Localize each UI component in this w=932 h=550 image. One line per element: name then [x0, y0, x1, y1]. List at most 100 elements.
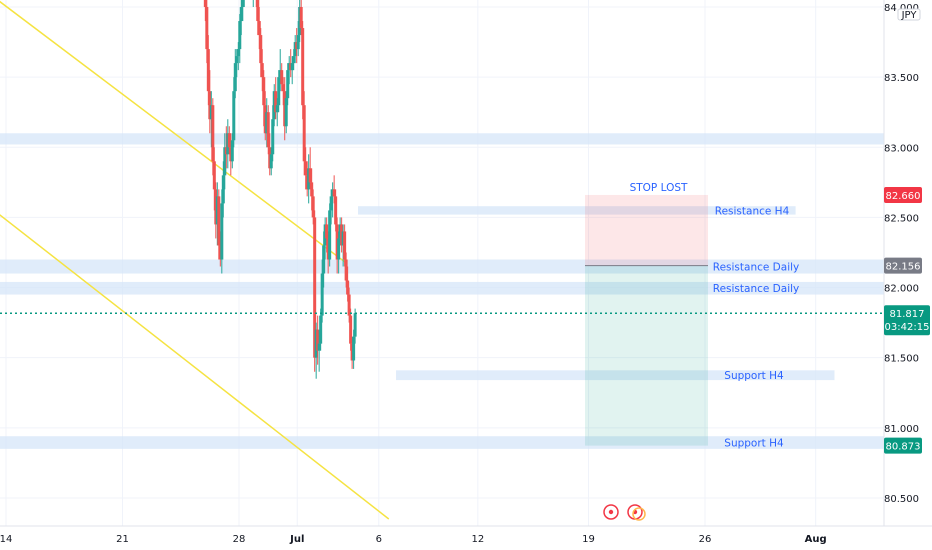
event-flag-dot-icon: [608, 509, 614, 515]
candle-body: [352, 336, 356, 361]
candle-body: [257, 21, 261, 36]
candle-body: [241, 0, 245, 8]
time-tick-label: Aug: [805, 534, 827, 545]
candle-body: [325, 224, 329, 239]
candle-body: [301, 28, 305, 106]
price-tick-label: 82.000: [884, 284, 919, 295]
candle-body: [353, 313, 357, 337]
candle-body: [292, 56, 296, 64]
trendline[interactable]: [0, 213, 390, 520]
price-tag: [884, 437, 922, 454]
time-tick-label: Jul: [289, 534, 304, 545]
candle-body: [320, 273, 324, 316]
candle-body: [238, 21, 242, 50]
short-position-tool[interactable]: STOP LOST: [585, 182, 708, 446]
price-tag: [884, 186, 922, 203]
candle-body: [280, 70, 284, 85]
trendline[interactable]: [0, 0, 348, 265]
candle-body: [260, 63, 264, 78]
candle-body: [221, 175, 225, 204]
candle-body: [205, 7, 209, 50]
price-tick-label: 83.000: [884, 143, 919, 154]
zone-label: Resistance Daily: [713, 283, 800, 295]
price-tick-label: 81.000: [884, 424, 919, 435]
candle-body: [220, 203, 224, 260]
candle-body: [227, 133, 231, 148]
price-tick-label: 83.500: [884, 73, 919, 84]
candle-body: [334, 196, 338, 225]
countdown-text: 03:42:15: [885, 322, 930, 333]
candle-body: [290, 63, 294, 71]
time-axis[interactable]: [0, 526, 884, 550]
time-axis-ticks: 14 21 28 Jul 6 12 19 26 Aug: [0, 534, 827, 545]
candle-body: [206, 49, 210, 92]
zone-label: Support H4: [724, 370, 784, 382]
stop-loss-area[interactable]: [585, 194, 708, 266]
price-tick-label: 80.500: [884, 494, 919, 505]
candle-body: [212, 161, 216, 190]
candle-body: [329, 196, 333, 211]
current-price-text: 81.817: [890, 309, 925, 320]
price-tick-label: 81.500: [884, 354, 919, 365]
candle-body: [332, 189, 336, 197]
zone-labels: Resistance H4 Resistance Daily Resistance …: [713, 205, 800, 449]
position-status-label: STOP LOST: [630, 182, 688, 194]
price-tag-text: 82.156: [886, 262, 921, 273]
candle-body: [277, 77, 281, 106]
candle-body: [349, 315, 353, 344]
candle-body: [223, 147, 227, 176]
sr-zone[interactable]: [358, 206, 796, 215]
candle-body: [346, 280, 350, 295]
support-resistance-zones: [0, 133, 884, 449]
time-tick-label: 28: [233, 534, 246, 545]
candle-body: [299, 7, 303, 29]
candle-body: [236, 49, 240, 57]
candle-body: [256, 0, 260, 22]
candle-body: [274, 91, 278, 113]
economic-events-icon[interactable]: [603, 504, 646, 521]
candle-body: [259, 35, 263, 64]
candle-body: [230, 140, 234, 162]
sr-zone[interactable]: [0, 259, 884, 274]
candle-body: [347, 294, 351, 316]
currency-label: JPY: [901, 10, 918, 21]
candle-body: [302, 105, 306, 162]
candle-body: [233, 63, 237, 92]
price-tick-label: 82.500: [884, 213, 919, 224]
sr-zone[interactable]: [0, 436, 884, 449]
candle-body: [322, 245, 326, 274]
zone-label: Resistance H4: [715, 205, 790, 217]
sr-zone[interactable]: [0, 281, 884, 295]
time-tick-label: 19: [582, 534, 595, 545]
take-profit-area[interactable]: [585, 265, 708, 446]
candle-body: [271, 119, 275, 155]
candle-body: [337, 238, 341, 260]
candle-body: [310, 182, 314, 197]
candle-body: [308, 168, 312, 183]
time-tick-label: 21: [116, 534, 129, 545]
candle-body: [211, 105, 215, 162]
event-earnings-icon[interactable]: [632, 507, 646, 521]
price-tag: [884, 257, 922, 274]
candle-body: [284, 98, 288, 127]
candle-body: [286, 70, 290, 99]
zone-label: Support H4: [724, 438, 784, 450]
trend-channel[interactable]: [0, 0, 390, 520]
zone-label: Resistance Daily: [713, 262, 800, 274]
currency-badge: [897, 8, 921, 21]
candle-body: [313, 217, 317, 358]
candle-body: [316, 329, 320, 351]
candle-body: [269, 154, 273, 169]
candle-body: [262, 77, 266, 106]
sr-zone[interactable]: [0, 133, 884, 145]
candle-body: [281, 84, 285, 92]
candle-body: [343, 231, 347, 260]
candle-body: [311, 196, 315, 218]
time-tick-label: 12: [471, 534, 484, 545]
candle-body: [304, 161, 308, 176]
candle-body: [319, 315, 323, 344]
candle-body: [328, 210, 332, 260]
candle-body: [344, 259, 348, 281]
sr-zone[interactable]: [396, 370, 835, 381]
